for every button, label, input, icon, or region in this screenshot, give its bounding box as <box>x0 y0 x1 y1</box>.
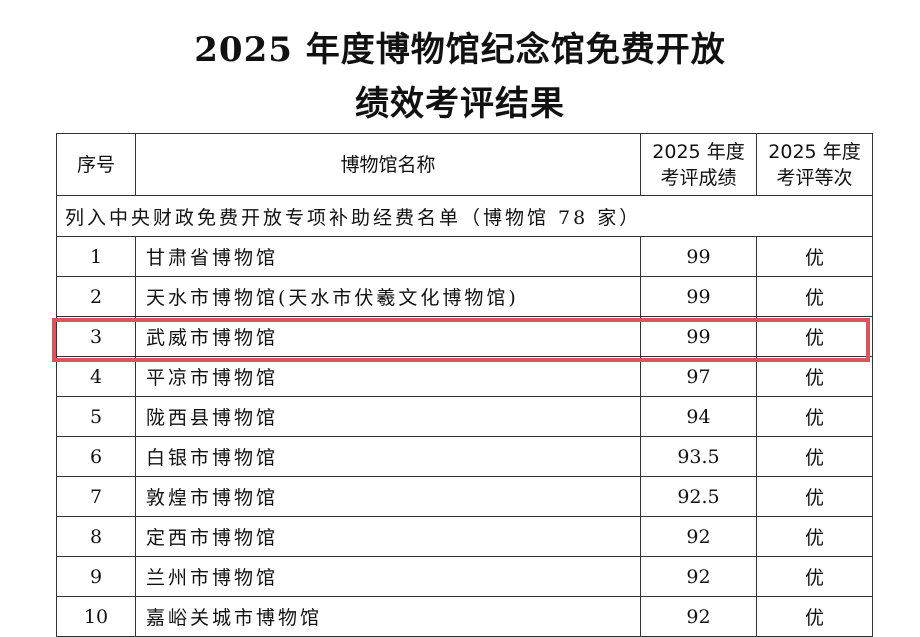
document-title-line1: 2025 年度博物馆纪念馆免费开放 <box>194 30 726 70</box>
cell-grade: 优 <box>756 476 873 517</box>
cell-score: 92 <box>640 556 757 597</box>
results-table: 序号 博物馆名称 2025 年度 考评成绩 2025 年度 考评等次 列入中央财政免… <box>56 133 873 637</box>
cell-score: 99 <box>640 236 757 277</box>
cell-no: 2 <box>56 276 136 317</box>
table-row: 7 敦煌市博物馆 92.5 优 <box>56 476 873 517</box>
document-title-line2: 绩效考评结果 <box>355 84 565 124</box>
table-row: 2 天水市博物馆(天水市伏羲文化博物馆) 99 优 <box>56 276 873 317</box>
cell-no: 3 <box>56 316 136 357</box>
cell-name: 甘肃省博物馆 <box>135 236 641 277</box>
cell-no: 5 <box>56 396 136 437</box>
table-row: 4 平凉市博物馆 97 优 <box>56 356 873 397</box>
cell-name: 敦煌市博物馆 <box>135 476 641 517</box>
cell-no: 6 <box>56 436 136 477</box>
table-row: 1 甘肃省博物馆 99 优 <box>56 236 873 277</box>
cell-name: 陇西县博物馆 <box>135 396 641 437</box>
cell-score: 94 <box>640 396 757 437</box>
cell-grade: 优 <box>756 516 873 557</box>
cell-no: 1 <box>56 236 136 277</box>
header-grade-line1: 2025 年度 <box>768 140 861 163</box>
header-name: 博物馆名称 <box>135 133 641 196</box>
cell-no: 10 <box>56 596 136 637</box>
table-row: 10 嘉峪关城市博物馆 92 优 <box>56 596 873 637</box>
cell-score: 92 <box>640 596 757 637</box>
cell-name: 白银市博物馆 <box>135 436 641 477</box>
cell-grade: 优 <box>756 236 873 277</box>
table-row: 3 武威市博物馆 99 优 <box>56 316 873 357</box>
table-row: 8 定西市博物馆 92 优 <box>56 516 873 557</box>
cell-no: 7 <box>56 476 136 517</box>
cell-grade: 优 <box>756 356 873 397</box>
section-label: 列入中央财政免费开放专项补助经费名单（博物馆 78 家） <box>56 195 873 237</box>
cell-score: 93.5 <box>640 436 757 477</box>
cell-name: 武威市博物馆 <box>135 316 641 357</box>
table-row: 6 白银市博物馆 93.5 优 <box>56 436 873 477</box>
cell-grade: 优 <box>756 596 873 637</box>
cell-name: 定西市博物馆 <box>135 516 641 557</box>
header-score: 2025 年度 考评成绩 <box>640 133 757 196</box>
table-row: 5 陇西县博物馆 94 优 <box>56 396 873 437</box>
header-score-line2: 考评成绩 <box>660 166 737 189</box>
cell-grade: 优 <box>756 316 873 357</box>
cell-grade: 优 <box>756 556 873 597</box>
header-row: 序号 博物馆名称 2025 年度 考评成绩 2025 年度 考评等次 <box>56 133 873 196</box>
cell-no: 8 <box>56 516 136 557</box>
header-no: 序号 <box>56 133 136 196</box>
cell-name: 嘉峪关城市博物馆 <box>135 596 641 637</box>
cell-name: 兰州市博物馆 <box>135 556 641 597</box>
cell-name: 平凉市博物馆 <box>135 356 641 397</box>
cell-grade: 优 <box>756 276 873 317</box>
header-grade: 2025 年度 考评等次 <box>756 133 873 196</box>
cell-grade: 优 <box>756 396 873 437</box>
header-grade-line2: 考评等次 <box>776 166 853 189</box>
table-row: 9 兰州市博物馆 92 优 <box>56 556 873 597</box>
cell-name: 天水市博物馆(天水市伏羲文化博物馆) <box>135 276 641 317</box>
header-score-line1: 2025 年度 <box>652 140 745 163</box>
section-row: 列入中央财政免费开放专项补助经费名单（博物馆 78 家） <box>56 195 873 237</box>
cell-score: 99 <box>640 276 757 317</box>
cell-score: 92.5 <box>640 476 757 517</box>
cell-score: 97 <box>640 356 757 397</box>
cell-no: 4 <box>56 356 136 397</box>
cell-no: 9 <box>56 556 136 597</box>
cell-score: 92 <box>640 516 757 557</box>
cell-score: 99 <box>640 316 757 357</box>
cell-grade: 优 <box>756 436 873 477</box>
